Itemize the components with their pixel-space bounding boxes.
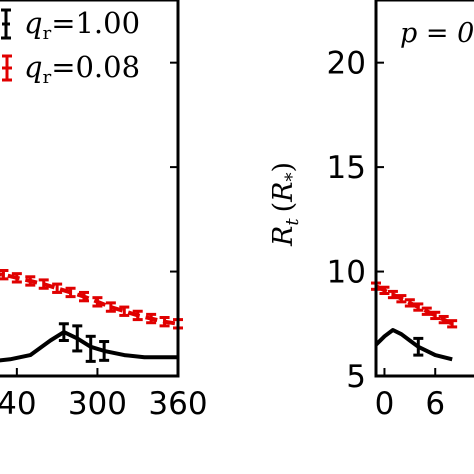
- left-x-tick-label: 360: [148, 386, 207, 422]
- right-annotation: p = 0: [400, 18, 474, 49]
- right-ticks: 0 6 5 10 15 20: [327, 46, 446, 422]
- left-series-1-errorbar: [146, 312, 157, 325]
- right-y-axis-label: Rt(R*): [268, 162, 303, 247]
- right-x-tick-label: 0: [375, 386, 395, 422]
- right-series-1-errorbar: [421, 306, 432, 316]
- left-ticks: 40 300 360: [0, 61, 208, 422]
- left-series-1-errorbar: [65, 286, 76, 299]
- right-y-tick-label: 5: [346, 359, 366, 395]
- right-series-1-errorbar: [379, 285, 390, 295]
- right-series-1-errorbar: [404, 298, 415, 308]
- legend-item-black: qr=1.00: [1, 6, 140, 44]
- right-series-0-errorbar: [413, 336, 424, 357]
- right-axes-frame: [374, 0, 474, 378]
- right-series-1-errorbar: [438, 314, 449, 325]
- right-y-tick-label: 10: [327, 255, 366, 291]
- left-series-1-errorbar: [79, 290, 89, 303]
- right-series-0-line: [374, 328, 453, 362]
- right-series-1-errorbar: [413, 302, 424, 312]
- left-series-1-errorbar: [159, 316, 170, 328]
- legend-red-label: qr=0.08: [24, 50, 140, 88]
- left-series-1-errorbar: [11, 272, 22, 284]
- left-x-tick-label: 40: [0, 386, 37, 422]
- right-plot-area: [371, 281, 458, 362]
- left-series-1-errorbar: [0, 269, 9, 281]
- left-axes-frame: [0, 0, 180, 378]
- left-series-1-errorbar: [52, 282, 63, 294]
- right-panel: 0 6 5 10 15 20 p = 0 Rt(R*): [268, 0, 474, 422]
- left-x-tick-label: 300: [68, 386, 127, 422]
- left-panel: 40 300 360 qr=1.00 qr=0.08: [0, 0, 208, 422]
- right-series-1-errorbar: [387, 289, 398, 300]
- left-series-1-errorbar: [25, 275, 36, 287]
- left-series-0-line: [0, 330, 178, 363]
- left-series-1-errorbar: [92, 296, 103, 308]
- left-series-0-errorbar: [99, 340, 110, 362]
- left-series-1-errorbar: [38, 278, 49, 290]
- legend: qr=1.00 qr=0.08: [1, 6, 140, 88]
- right-series-1-errorbar: [447, 319, 458, 329]
- left-series-0-errorbar: [58, 322, 69, 342]
- right-y-tick-label: 20: [327, 46, 366, 82]
- right-series-1-errorbar: [430, 310, 441, 321]
- right-series-1-errorbar: [396, 294, 407, 304]
- legend-black-label: qr=1.00: [24, 6, 140, 44]
- left-series-1-errorbar: [119, 305, 130, 317]
- legend-item-red: qr=0.08: [2, 50, 140, 88]
- right-y-tick-label: 15: [327, 150, 366, 186]
- right-x-tick-label: 6: [425, 386, 445, 422]
- left-series-1-errorbar: [132, 309, 143, 322]
- left-series-0-errorbar: [85, 334, 96, 363]
- left-series-0-errorbar: [72, 324, 83, 353]
- left-plot-area: [0, 269, 183, 363]
- left-series-1-errorbar: [105, 301, 116, 313]
